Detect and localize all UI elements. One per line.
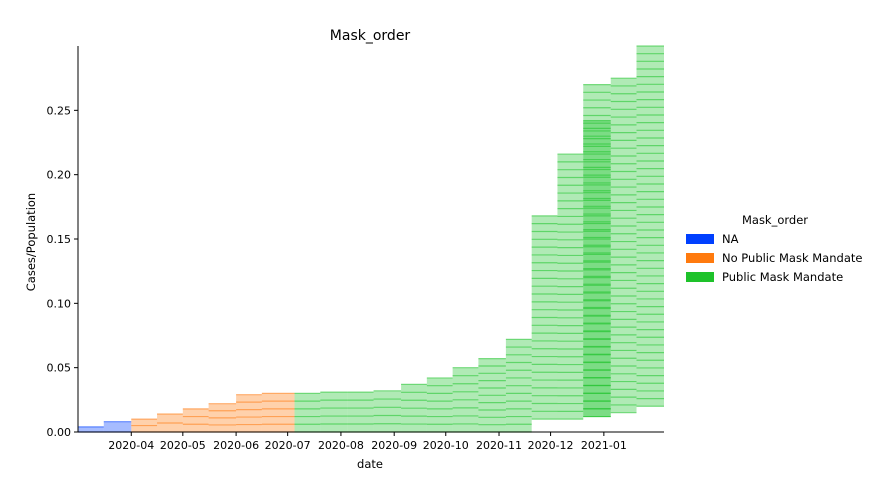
x-tick-label: 2020-10 [423,439,469,452]
y-axis-label: Cases/Population [24,193,38,291]
x-tick-label: 2020-08 [318,439,364,452]
x-axis-label: date [357,457,383,471]
band-0-1 [103,421,132,432]
x-tick-label: 2020-06 [213,439,259,452]
x-tick-label: 2020-09 [371,439,417,452]
legend: Mask_order NA No Public Mask Mandate Pub… [686,213,862,284]
band-0-0 [78,426,104,432]
x-tick-label: 2020-04 [108,439,154,452]
chart-title: Mask_order [330,28,411,44]
legend-swatch-mandate [686,272,714,282]
legend-label-no-mandate: No Public Mask Mandate [722,251,862,265]
band-2-12 [583,84,611,417]
band-1-4 [236,394,262,432]
y-tick-label: 0.00 [47,426,72,439]
band-2-3 [373,390,402,432]
x-tick-label: 2020-05 [160,439,206,452]
legend-label-na: NA [722,232,739,246]
y-tick-label: 0.15 [47,233,72,246]
band-2-0 [294,393,321,432]
band-1-5 [261,393,295,432]
x-tick-label: 2020-11 [476,439,522,452]
band-2-13 [610,78,637,413]
y-tick-label: 0.20 [47,169,72,182]
band-2-1 [320,392,348,432]
y-tick-label: 0.10 [47,297,72,310]
x-ticks: 2020-04 2020-05 2020-06 2020-07 2020-08 2020-… [108,432,627,452]
band-1-2 [182,408,209,432]
y-ticks: 0.00 0.05 0.10 0.15 0.20 0.25 [47,104,78,439]
legend-title: Mask_order [742,213,808,227]
band-2-5 [426,377,453,432]
y-tick-label: 0.05 [47,362,72,375]
legend-swatch-no-mandate [686,253,714,263]
x-tick-label: 2021-01 [581,439,627,452]
y-tick-label: 0.25 [47,104,72,117]
legend-label-mandate: Public Mask Mandate [722,270,843,284]
band-2-2 [347,392,374,432]
plot-area [78,45,664,433]
legend-swatch-na [686,234,714,244]
x-tick-label: 2020-12 [528,439,574,452]
x-tick-label: 2020-07 [265,439,311,452]
band-2-14 [636,46,664,407]
